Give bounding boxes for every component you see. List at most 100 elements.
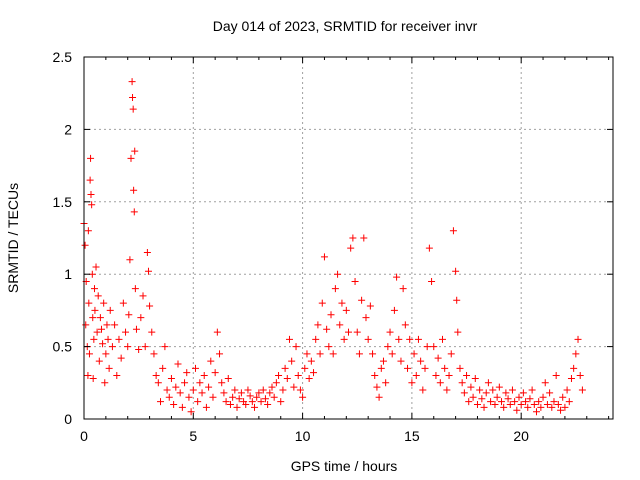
data-point — [290, 383, 298, 391]
data-point — [519, 389, 527, 397]
data-point — [292, 343, 300, 351]
data-point — [327, 311, 335, 319]
data-point — [139, 292, 147, 300]
data-point — [119, 299, 127, 307]
data-point — [397, 357, 405, 365]
data-point — [467, 383, 475, 391]
data-point — [187, 408, 195, 416]
data-point — [310, 369, 318, 377]
data-point — [101, 379, 109, 387]
data-point — [85, 299, 93, 307]
data-point — [97, 325, 105, 333]
data-point — [220, 389, 228, 397]
data-point — [567, 374, 575, 382]
data-point — [550, 398, 558, 406]
data-point — [351, 277, 359, 285]
data-point — [198, 389, 206, 397]
data-point — [270, 393, 278, 401]
data-point — [283, 374, 291, 382]
data-point — [338, 299, 346, 307]
data-point — [132, 325, 140, 333]
data-point — [255, 389, 263, 397]
data-point — [443, 386, 451, 394]
data-point — [130, 208, 138, 216]
data-point — [557, 406, 565, 414]
data-point — [504, 395, 512, 403]
data-point — [546, 389, 554, 397]
data-point — [349, 234, 357, 242]
data-point — [572, 350, 580, 358]
data-point — [242, 401, 250, 409]
data-point — [89, 374, 97, 382]
data-point — [384, 343, 392, 351]
data-point — [85, 350, 93, 358]
data-point — [224, 374, 232, 382]
data-point — [96, 314, 104, 322]
data-point — [95, 357, 103, 365]
data-point — [194, 398, 202, 406]
data-point — [305, 374, 313, 382]
data-point — [316, 350, 324, 358]
data-point — [502, 389, 510, 397]
data-point — [395, 335, 403, 343]
data-point — [438, 335, 446, 343]
data-point — [524, 403, 532, 411]
data-point — [390, 306, 398, 314]
data-point — [294, 372, 302, 380]
data-point — [303, 350, 311, 358]
data-point — [207, 357, 215, 365]
data-point — [126, 256, 134, 264]
data-point — [355, 350, 363, 358]
data-point — [347, 244, 355, 252]
data-point — [129, 94, 137, 102]
data-point — [476, 386, 484, 394]
data-point — [375, 393, 383, 401]
data-point — [314, 321, 322, 329]
data-point — [393, 273, 401, 281]
data-point — [408, 379, 416, 387]
data-point — [388, 350, 396, 358]
data-point — [141, 343, 149, 351]
data-point — [508, 386, 516, 394]
data-point — [253, 393, 261, 401]
data-point — [128, 78, 136, 86]
data-point — [106, 306, 114, 314]
data-point — [259, 386, 267, 394]
data-point — [235, 395, 243, 403]
y-axis-title: SRMTID / TECUs — [5, 183, 21, 293]
data-point — [257, 398, 265, 406]
grid-lines — [84, 57, 613, 419]
data-point — [159, 364, 167, 372]
data-point — [334, 270, 342, 278]
data-point — [419, 386, 427, 394]
data-point — [537, 403, 545, 411]
data-point — [143, 248, 151, 256]
data-point — [104, 335, 112, 343]
data-point — [117, 354, 125, 362]
data-point — [469, 393, 477, 401]
data-point — [152, 372, 160, 380]
data-point — [336, 321, 344, 329]
data-point — [561, 403, 569, 411]
x-tick-label: 15 — [404, 428, 420, 444]
data-point — [89, 314, 97, 322]
plot-frame — [83, 56, 614, 420]
data-point — [548, 403, 556, 411]
data-point — [362, 314, 370, 322]
y-tick-label: 1 — [64, 266, 72, 282]
data-point — [379, 357, 387, 365]
data-point — [353, 328, 361, 336]
x-tick-label: 0 — [80, 428, 88, 444]
data-point — [233, 403, 241, 411]
data-point — [251, 403, 259, 411]
data-point — [456, 364, 464, 372]
data-point — [189, 386, 197, 394]
axes: 0 5 10 15 20 0 0.5 1 1.5 2 2.5 — [53, 49, 613, 444]
data-point — [423, 343, 431, 351]
data-point — [127, 154, 135, 162]
data-point — [99, 340, 107, 348]
data-point — [87, 191, 95, 199]
data-point — [500, 403, 508, 411]
data-point — [264, 401, 272, 409]
data-point — [100, 299, 108, 307]
